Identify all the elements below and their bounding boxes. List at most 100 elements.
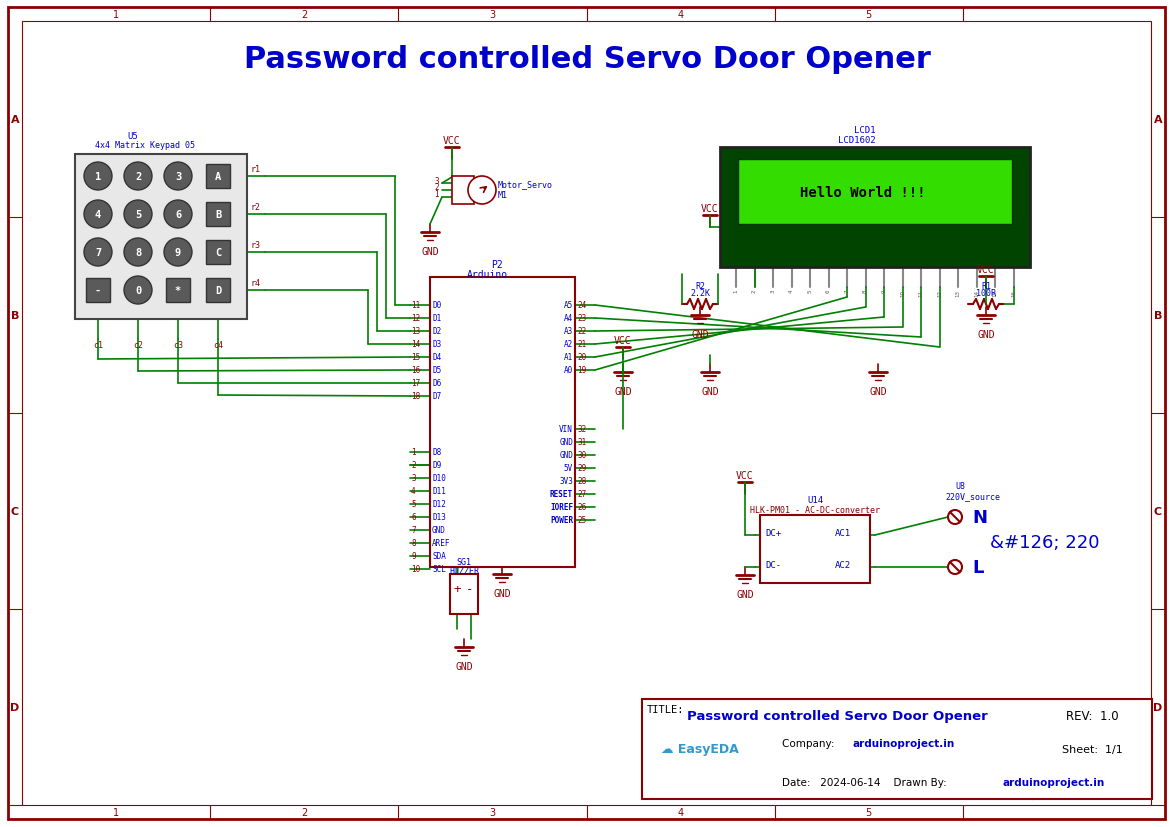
Text: 9: 9 (175, 248, 181, 258)
Text: 6: 6 (175, 210, 181, 220)
Text: 3: 3 (489, 807, 495, 817)
Text: 7: 7 (845, 289, 849, 293)
Text: 10: 10 (411, 565, 420, 574)
Text: 12: 12 (411, 314, 420, 323)
Text: 5: 5 (866, 10, 872, 20)
Text: 2.2K: 2.2K (690, 289, 710, 298)
Text: Motor_Servo: Motor_Servo (499, 179, 552, 189)
Text: GND: GND (977, 330, 995, 340)
Text: 7: 7 (411, 526, 415, 535)
Text: D: D (215, 285, 222, 295)
Text: GND: GND (560, 438, 572, 447)
Bar (450, 574, 479, 614)
Text: D4: D4 (432, 353, 441, 362)
Text: GND: GND (560, 451, 572, 460)
Text: GND: GND (455, 662, 473, 672)
Bar (430, 278, 575, 567)
Text: 10: 10 (900, 289, 906, 297)
Text: C: C (11, 506, 19, 516)
Bar (642, 699, 1152, 799)
Text: GND: GND (493, 588, 510, 598)
Text: ☁ EasyEDA: ☁ EasyEDA (662, 743, 739, 756)
Text: D7: D7 (432, 392, 441, 401)
Bar (452, 177, 474, 205)
Text: -: - (95, 285, 101, 295)
Text: 16: 16 (1011, 289, 1016, 297)
Text: A1: A1 (564, 353, 572, 362)
Bar (206, 279, 230, 303)
Circle shape (84, 201, 111, 229)
Text: 31: 31 (577, 438, 586, 447)
Text: D5: D5 (432, 366, 441, 375)
Text: AC2: AC2 (835, 561, 852, 570)
Text: SG1: SG1 (456, 557, 472, 566)
Text: LCD1: LCD1 (854, 126, 876, 135)
Text: R1: R1 (981, 282, 991, 290)
Text: 27: 27 (577, 490, 586, 499)
Text: 5: 5 (135, 210, 141, 220)
Text: 220V_source: 220V_source (945, 491, 1001, 500)
Text: 18: 18 (411, 392, 420, 401)
Text: VCC: VCC (615, 336, 632, 346)
Text: 6: 6 (411, 513, 415, 522)
Text: 15: 15 (411, 353, 420, 362)
Text: 9: 9 (881, 289, 887, 293)
Text: VIN: VIN (560, 425, 572, 434)
Text: 2: 2 (434, 184, 439, 192)
Circle shape (84, 239, 111, 266)
Text: 1: 1 (113, 10, 120, 20)
Text: D11: D11 (432, 487, 446, 496)
Text: TITLE:: TITLE: (647, 704, 685, 715)
Text: VCC: VCC (443, 136, 461, 146)
Text: VCC: VCC (737, 471, 754, 480)
Text: *: * (175, 285, 181, 295)
Circle shape (948, 510, 962, 524)
Text: 1: 1 (411, 448, 415, 457)
Text: 2: 2 (301, 10, 307, 20)
Text: U14: U14 (807, 495, 823, 504)
Text: 32: 32 (577, 425, 586, 434)
Circle shape (468, 177, 496, 205)
Bar (760, 515, 870, 583)
Text: Sheet:  1/1: Sheet: 1/1 (1062, 744, 1123, 754)
Text: D: D (1153, 702, 1162, 712)
Bar (86, 279, 110, 303)
Text: A: A (215, 172, 222, 182)
Text: r2: r2 (250, 203, 260, 212)
Circle shape (124, 239, 152, 266)
Text: 5: 5 (807, 289, 813, 293)
Text: 7: 7 (95, 248, 101, 258)
Text: 4: 4 (678, 807, 684, 817)
Text: D: D (11, 702, 20, 712)
Text: P2: P2 (491, 260, 503, 270)
Text: 23: 23 (577, 314, 586, 323)
Text: Arduino: Arduino (467, 270, 508, 280)
Text: 1: 1 (434, 190, 439, 199)
Text: 2: 2 (752, 289, 757, 293)
Text: D8: D8 (432, 448, 441, 457)
Text: 29: 29 (577, 464, 586, 473)
Text: 8: 8 (863, 289, 868, 293)
Bar (206, 165, 230, 189)
Text: 2: 2 (411, 461, 415, 470)
Text: GND: GND (869, 386, 887, 396)
Text: 17: 17 (411, 379, 420, 388)
Text: BUZZER: BUZZER (449, 566, 479, 576)
Text: A4: A4 (564, 314, 572, 323)
Text: A5: A5 (564, 301, 572, 310)
Text: 15: 15 (992, 289, 997, 297)
Text: Hello World !!!: Hello World !!! (800, 186, 925, 200)
Text: 9: 9 (411, 552, 415, 561)
Text: -: - (466, 582, 474, 595)
Text: 5: 5 (866, 807, 872, 817)
Text: D9: D9 (432, 461, 441, 470)
Circle shape (948, 561, 962, 574)
Text: B: B (1154, 311, 1162, 321)
Text: 25: 25 (577, 516, 586, 525)
Text: M1: M1 (499, 191, 508, 200)
Text: 26: 26 (577, 503, 586, 512)
Text: U5: U5 (127, 131, 137, 141)
Text: 4: 4 (789, 289, 794, 293)
Text: C: C (1154, 506, 1162, 516)
Circle shape (84, 163, 111, 191)
